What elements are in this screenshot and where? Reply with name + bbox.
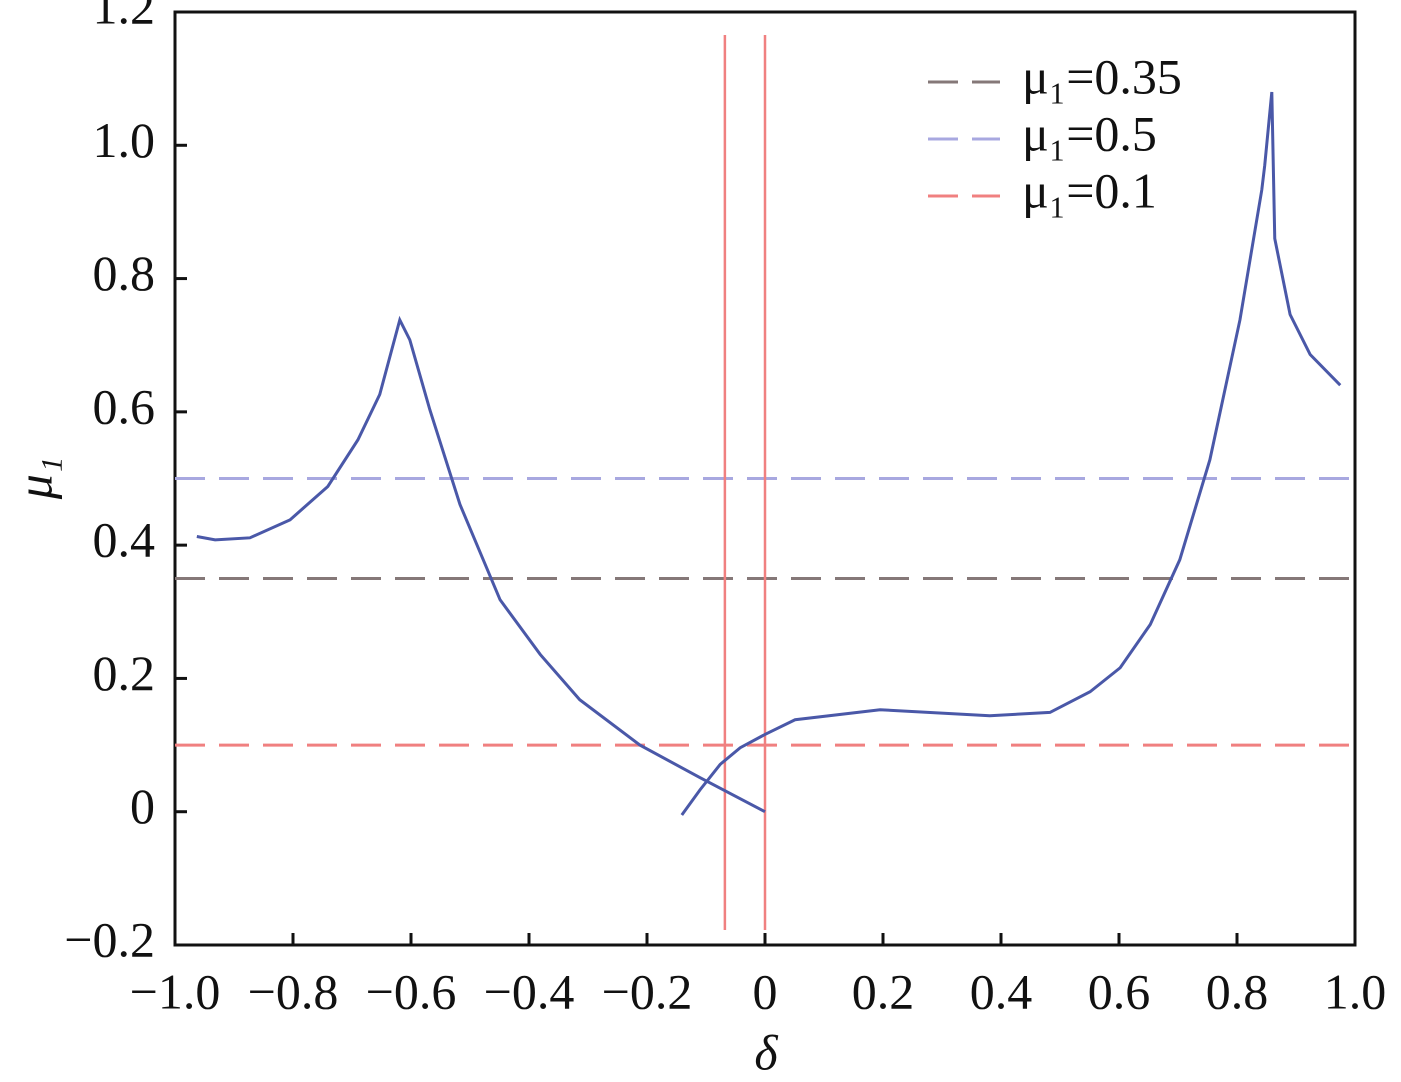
- x-tick-label: −0.6: [366, 963, 457, 1019]
- y-tick-label: 0.4: [93, 512, 156, 568]
- y-tick-label: 0: [130, 778, 155, 834]
- y-tick-label: 0.2: [93, 645, 156, 701]
- curve: [680, 91, 1342, 816]
- x-tick-label: −0.2: [602, 963, 693, 1019]
- x-axis-label: δ: [754, 1024, 778, 1080]
- y-tick-label: −0.2: [64, 911, 155, 967]
- x-tick-label: 0.6: [1088, 963, 1151, 1019]
- y-axis-label: μ₁: [6, 457, 62, 500]
- y-tick-label: 1.0: [93, 112, 156, 168]
- legend-label: μ₁=0.1: [1022, 162, 1157, 218]
- x-tick-label: 0.8: [1206, 963, 1269, 1019]
- x-tick-label: 1.0: [1324, 963, 1387, 1019]
- curve: [196, 315, 766, 814]
- legend-label: μ₁=0.5: [1022, 105, 1157, 161]
- x-tick-label: 0: [753, 963, 778, 1019]
- legend-label: μ₁=0.35: [1022, 48, 1182, 104]
- y-tick-label: 1.2: [93, 0, 156, 34]
- y-tick-label: 0.8: [93, 245, 156, 301]
- x-tick-label: −0.4: [484, 963, 575, 1019]
- x-tick-label: −0.8: [248, 963, 339, 1019]
- x-tick-label: 0.2: [852, 963, 915, 1019]
- y-tick-label: 0.6: [93, 378, 156, 434]
- x-tick-label: −1.0: [130, 963, 221, 1019]
- x-tick-label: 0.4: [970, 963, 1033, 1019]
